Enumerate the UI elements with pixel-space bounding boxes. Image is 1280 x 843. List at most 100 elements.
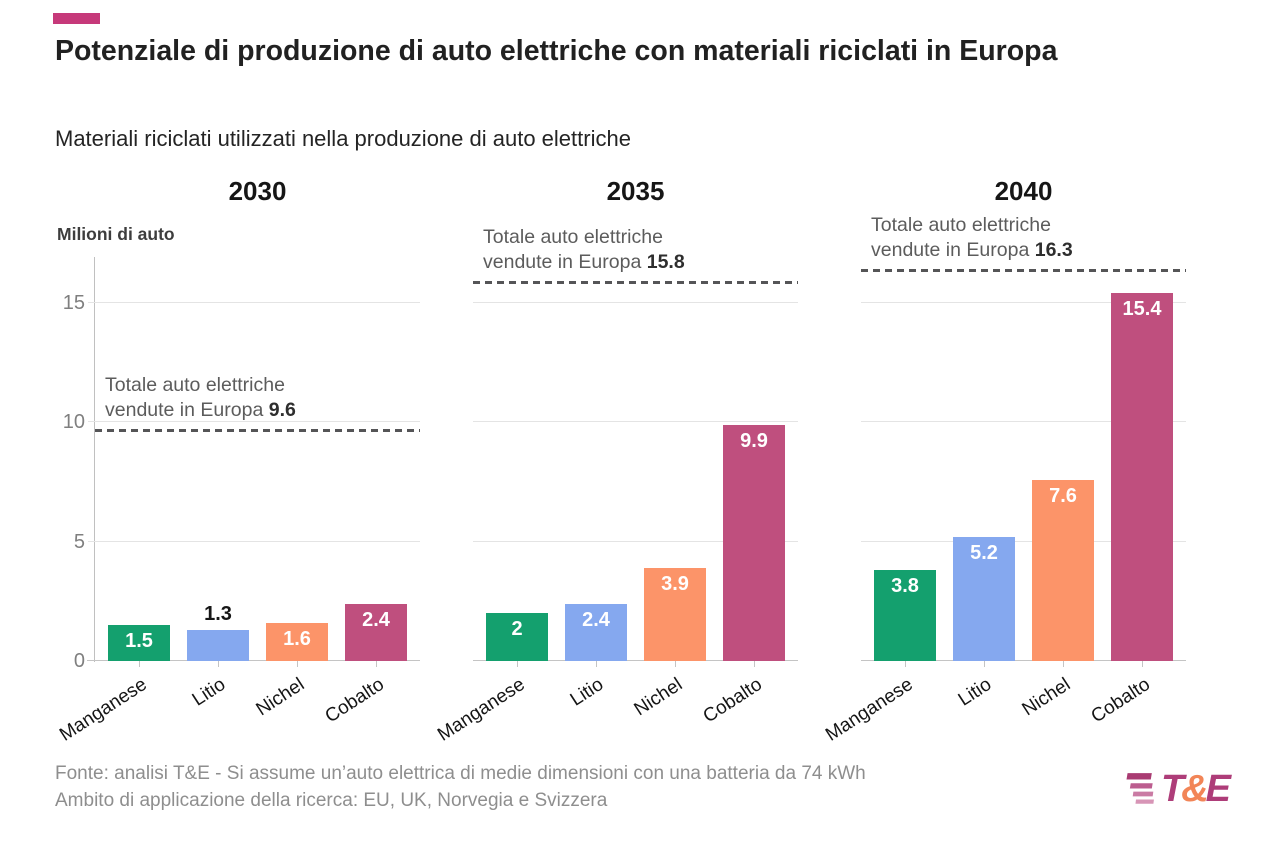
bar-group-manganese: 3.8 Manganese bbox=[822, 570, 936, 746]
logo-wordmark: T&E bbox=[1160, 768, 1231, 810]
y-axis-unit-label: Milioni di auto bbox=[57, 224, 175, 244]
gridline bbox=[861, 421, 1186, 423]
y-axis-tick-label: 15 bbox=[62, 291, 85, 314]
y-axis-tick-label: 10 bbox=[62, 411, 85, 434]
plot-area: Totale auto elettriche vendute in Europa… bbox=[822, 214, 1186, 746]
x-tick-mark bbox=[297, 661, 298, 667]
bar-group-litio: 5.2 Litio bbox=[953, 537, 1015, 711]
bar-group-cobalto: 2.4 Cobalto bbox=[321, 604, 407, 727]
logo-ampersand: & bbox=[1181, 768, 1208, 810]
source-line-2: Ambito di applicazione della ricerca: EU… bbox=[55, 790, 608, 811]
bar-manganese: 3.8 bbox=[874, 570, 936, 661]
total-ev-sales-dashed-line bbox=[861, 268, 1186, 272]
bar-group-nichel: 3.9 Nichel bbox=[631, 568, 706, 720]
annotation-line2: vendute in Europa bbox=[483, 251, 642, 274]
category-label: Litio bbox=[188, 674, 230, 711]
bar-value-label: 2.4 bbox=[582, 609, 610, 631]
gridline bbox=[88, 540, 420, 542]
bar-cobalto: 15.4 bbox=[1111, 293, 1173, 661]
x-tick-mark bbox=[984, 661, 985, 667]
gridline bbox=[861, 301, 1186, 303]
gridline bbox=[473, 301, 798, 303]
bar-group-litio: 2.4 Litio bbox=[565, 604, 627, 711]
category-label: Manganese bbox=[821, 674, 917, 746]
total-ev-sales-dashed-line bbox=[473, 280, 798, 284]
bar-group-nichel: 7.6 Nichel bbox=[1019, 480, 1094, 720]
bar-litio: 5.2 bbox=[953, 537, 1015, 661]
bar-group-manganese: 2 Manganese bbox=[434, 613, 548, 746]
bar-group-nichel: 1.6 Nichel bbox=[253, 623, 328, 720]
chart-title: Potenziale di produzione di auto elettri… bbox=[55, 35, 1058, 67]
gridline bbox=[861, 540, 1186, 542]
y-axis: 0 5 10 15 bbox=[40, 241, 85, 672]
x-axis-line bbox=[473, 660, 798, 661]
gridline bbox=[88, 421, 420, 423]
bar-value-label: 1.6 bbox=[283, 628, 311, 650]
bar-nichel: 3.9 bbox=[644, 568, 706, 661]
bar-group-litio: 1.3 Litio bbox=[187, 603, 249, 711]
accent-bar bbox=[53, 13, 100, 24]
category-label: Manganese bbox=[433, 674, 529, 746]
x-axis-line bbox=[87, 660, 420, 661]
category-label: Litio bbox=[954, 674, 996, 711]
bar-value-label: 9.9 bbox=[740, 430, 768, 452]
category-label: Cobalto bbox=[321, 674, 388, 728]
category-label: Litio bbox=[566, 674, 608, 711]
annotation-total-value: 16.3 bbox=[1034, 239, 1073, 262]
bar-value-label: 5.2 bbox=[970, 542, 998, 564]
panel-year-label: 2035 bbox=[606, 176, 665, 206]
annotation-total-value: 9.6 bbox=[268, 399, 296, 422]
category-label: Cobalto bbox=[699, 674, 766, 728]
annotation-total-value: 15.8 bbox=[646, 251, 685, 274]
bar-litio: 2.4 bbox=[565, 604, 627, 661]
plot-area: Totale auto elettriche vendute in Europa… bbox=[56, 241, 420, 746]
bar-nichel: 1.6 bbox=[266, 623, 328, 661]
logo-letter-e: E bbox=[1205, 768, 1231, 810]
x-tick-mark bbox=[517, 661, 518, 667]
total-sales-annotation: Totale auto elettriche vendute in Europa… bbox=[105, 373, 296, 423]
panel-year-label: 2030 bbox=[228, 176, 287, 206]
x-tick-mark bbox=[1142, 661, 1143, 667]
total-sales-annotation: Totale auto elettriche vendute in Europa… bbox=[483, 225, 685, 275]
gridline bbox=[88, 301, 420, 303]
x-tick-mark bbox=[905, 661, 906, 667]
source-line-1: Fonte: analisi T&E - Si assume un’auto e… bbox=[55, 763, 866, 784]
x-tick-mark bbox=[1063, 661, 1064, 667]
logo-letter-t: T bbox=[1160, 768, 1184, 810]
bar-cobalto: 9.9 bbox=[723, 425, 785, 661]
panel-2035: 2035 Totale auto elettriche vendute in E… bbox=[434, 176, 798, 746]
bar-manganese: 1.5 bbox=[108, 625, 170, 661]
bar-value-label: 1.5 bbox=[125, 630, 153, 652]
x-tick-mark bbox=[596, 661, 597, 667]
plot-area: Totale auto elettriche vendute in Europa… bbox=[434, 226, 798, 746]
gridline bbox=[473, 421, 798, 423]
logo-mark-icon bbox=[1126, 773, 1154, 804]
x-tick-mark bbox=[218, 661, 219, 667]
bar-group-manganese: 1.5 Manganese bbox=[56, 625, 170, 746]
y-axis-tick-label: 0 bbox=[73, 650, 85, 672]
bar-litio bbox=[187, 630, 249, 661]
annotation-line2: vendute in Europa bbox=[105, 399, 264, 422]
annotation-line1: Totale auto elettriche bbox=[105, 374, 285, 397]
annotation-line1: Totale auto elettriche bbox=[871, 214, 1051, 237]
bar-value-label: 1.3 bbox=[204, 603, 232, 625]
panel-year-label: 2040 bbox=[994, 176, 1053, 206]
category-label: Manganese bbox=[55, 674, 151, 746]
bar-value-label: 15.4 bbox=[1122, 298, 1162, 320]
total-ev-sales-dashed-line bbox=[95, 428, 420, 432]
total-sales-annotation: Totale auto elettriche vendute in Europa… bbox=[871, 213, 1073, 263]
panel-2030: 2030 Totale auto elettriche vendute in E… bbox=[56, 176, 420, 746]
bar-nichel: 7.6 bbox=[1032, 480, 1094, 661]
bars: 2 Manganese 2.4 Litio 3.9 Nichel 9.9 Cobalto bbox=[434, 425, 798, 746]
panel-2040: 2040 Totale auto elettriche vendute in E… bbox=[822, 176, 1186, 746]
y-axis-line bbox=[94, 257, 95, 662]
bar-value-label: 3.9 bbox=[661, 573, 689, 595]
x-tick-mark bbox=[754, 661, 755, 667]
category-label: Nichel bbox=[1018, 674, 1075, 721]
x-tick-mark bbox=[376, 661, 377, 667]
x-tick-mark bbox=[139, 661, 140, 667]
bar-value-label: 2 bbox=[511, 618, 523, 640]
footer-source: Fonte: analisi T&E - Si assume un’auto e… bbox=[55, 760, 866, 814]
bar-value-label: 7.6 bbox=[1049, 485, 1077, 507]
